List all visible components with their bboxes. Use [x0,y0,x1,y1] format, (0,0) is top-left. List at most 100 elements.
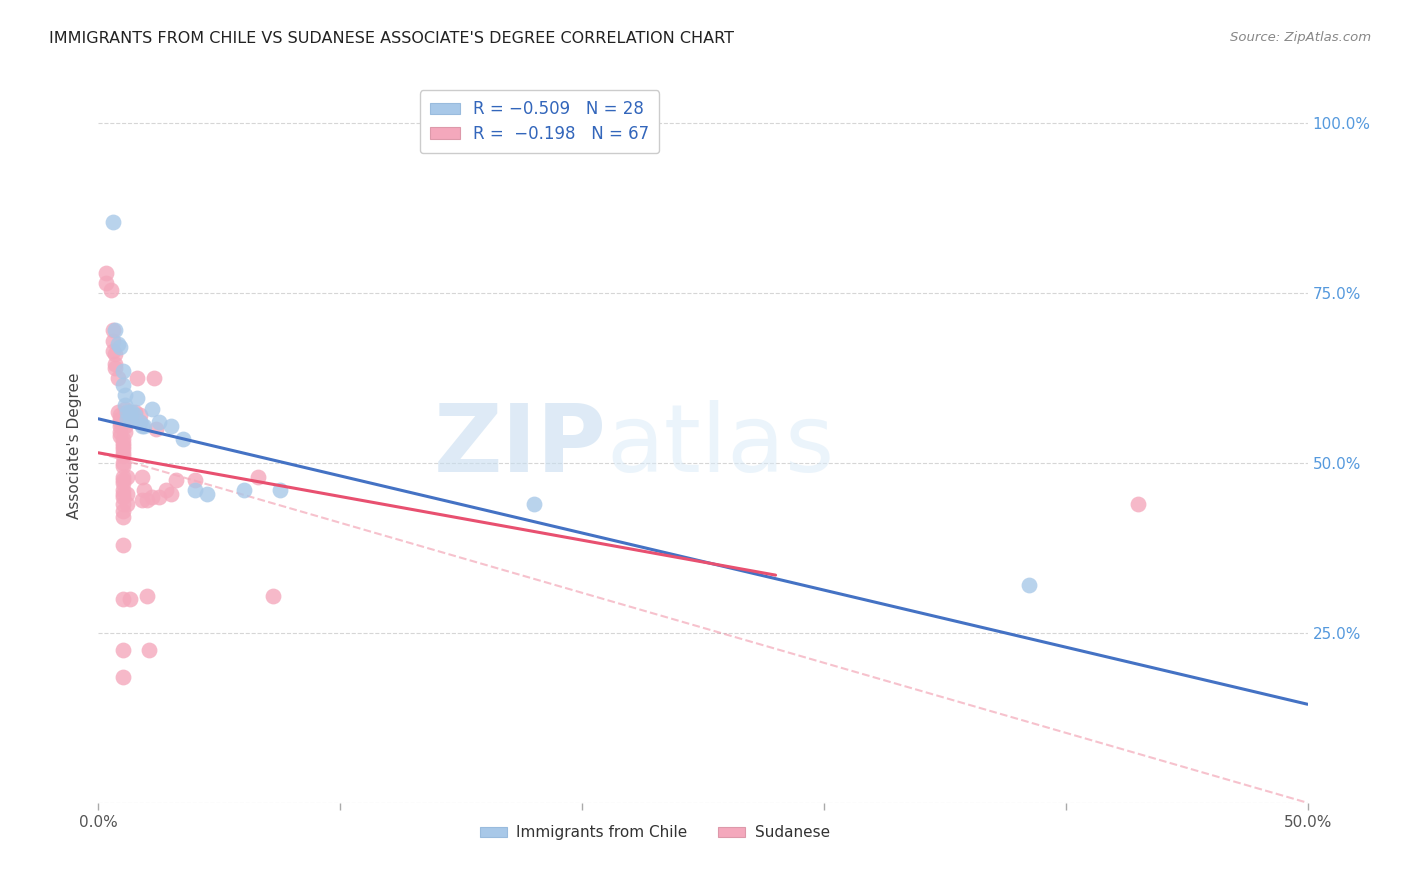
Point [111,670,134,684]
Point [247,469,270,483]
Point [111,442,134,457]
Point [184,473,207,487]
Point [108,415,131,429]
Point [134,483,156,498]
Point [111,456,134,470]
Point [108,425,131,440]
Point [114,388,136,402]
Point [114,425,136,440]
Point [111,459,134,474]
Point [101,334,124,348]
Point [111,439,134,453]
Point [128,415,150,429]
Point [111,483,134,498]
Point [148,490,170,504]
Point [104,358,127,372]
Point [104,347,127,361]
Point [141,401,163,416]
Point [114,398,136,412]
Point [114,418,136,433]
Point [101,215,124,229]
Point [111,446,134,460]
Point [131,418,153,433]
Point [114,412,136,426]
Point [111,510,134,524]
Point [127,371,149,385]
Point [135,589,157,603]
Point [165,473,187,487]
Point [128,409,150,423]
Point [111,364,134,378]
Text: ZIP: ZIP [433,400,606,492]
Point [135,493,157,508]
Text: Source: ZipAtlas.com: Source: ZipAtlas.com [1230,31,1371,45]
Point [111,469,134,483]
Point [107,371,129,385]
Text: IMMIGRANTS FROM CHILE VS SUDANESE ASSOCIATE'S DEGREE CORRELATION CHART: IMMIGRANTS FROM CHILE VS SUDANESE ASSOCI… [49,31,734,46]
Legend: Immigrants from Chile, Sudanese: Immigrants from Chile, Sudanese [474,820,837,847]
Point [232,483,254,498]
Point [141,490,163,504]
Point [121,405,143,419]
Point [184,483,207,498]
Point [108,409,131,423]
Point [111,503,134,517]
Point [111,490,134,504]
Point [118,591,141,606]
Point [94,276,117,290]
Point [195,486,218,500]
Point [148,415,170,429]
Point [101,323,124,337]
Point [111,537,134,551]
Point [111,643,134,657]
Point [118,412,141,426]
Y-axis label: Associate's Degree: Associate's Degree [67,373,83,519]
Point [160,486,183,500]
Point [111,435,134,450]
Point [100,283,122,297]
Point [1128,497,1150,511]
Point [111,432,134,446]
Point [111,591,134,606]
Point [1018,578,1040,592]
Point [131,493,153,508]
Point [155,483,177,498]
Point [111,486,134,500]
Point [127,392,149,406]
Point [108,412,131,426]
Point [131,469,153,483]
Point [104,360,127,375]
Point [118,405,141,419]
Point [138,643,160,657]
Point [160,418,183,433]
Point [117,486,139,500]
Point [94,266,117,280]
Point [523,497,546,511]
Point [111,497,134,511]
Point [108,429,131,443]
Point [111,377,134,392]
Point [134,418,156,433]
Point [262,589,284,603]
Point [145,422,167,436]
Point [143,371,166,385]
Point [108,341,131,355]
Point [101,343,124,358]
Point [107,337,129,351]
Point [269,483,291,498]
Point [117,497,139,511]
Point [124,405,146,419]
Text: atlas: atlas [606,400,835,492]
Point [108,418,131,433]
Point [124,409,146,423]
Point [107,405,129,419]
Point [111,449,134,463]
Point [114,401,136,416]
Point [172,432,194,446]
Point [104,323,127,337]
Point [117,412,139,426]
Point [128,415,150,429]
Point [117,469,139,483]
Point [117,405,139,419]
Point [111,473,134,487]
